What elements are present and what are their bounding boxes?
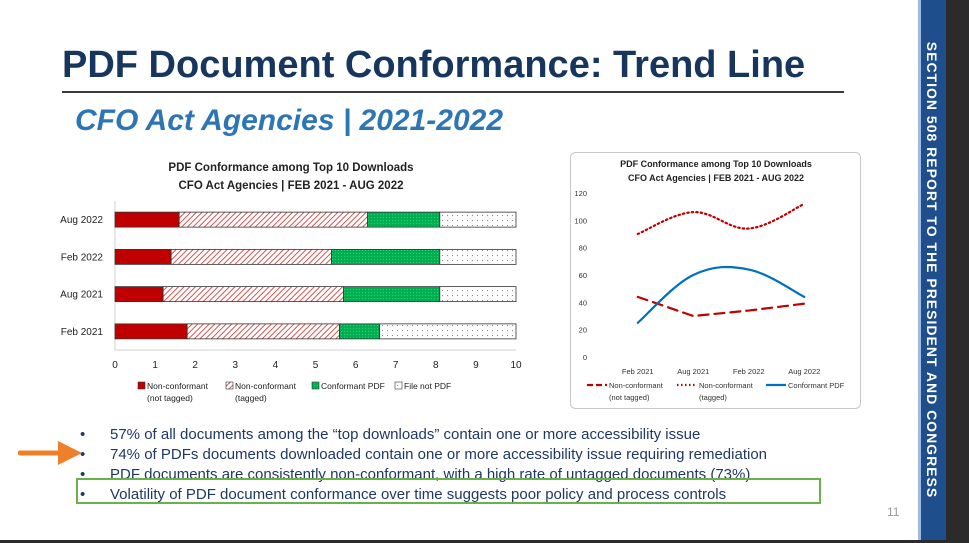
y-tick-label: 0 xyxy=(583,353,587,362)
bullet-text: 57% of all documents among the “top down… xyxy=(110,426,701,443)
x-tick-label: Feb 2021 xyxy=(622,367,654,376)
line-chart-title: PDF Conformance among Top 10 Downloads xyxy=(620,159,812,169)
bar-segment xyxy=(331,248,441,265)
bullet-dot: • xyxy=(80,446,86,463)
x-tick-label: 8 xyxy=(433,360,439,371)
x-tick-label: 0 xyxy=(112,360,118,371)
line-chart-plot: 0 20 40 60 80 100 120 Feb 2021 Aug 2021 Feb 2022 A… xyxy=(574,189,820,376)
bar-segment xyxy=(114,248,172,265)
legend-label: Conformant PDF xyxy=(321,381,385,391)
bar-chart: PDF Conformance among Top 10 Downloads C… xyxy=(60,162,522,403)
bar-segment xyxy=(339,323,381,340)
series-line xyxy=(636,202,806,236)
bullet-dot: • xyxy=(80,466,86,483)
y-tick-label: 60 xyxy=(579,271,587,280)
x-tick-label: 6 xyxy=(353,360,359,371)
bar-segment xyxy=(170,248,332,265)
bar-segment xyxy=(439,248,517,265)
y-category-label: Feb 2022 xyxy=(61,252,104,263)
series-line xyxy=(636,265,806,324)
legend-swatch xyxy=(225,381,234,390)
legend-label: (not tagged) xyxy=(147,393,193,403)
x-tick-label: 10 xyxy=(510,360,522,371)
line-chart-frame xyxy=(570,152,861,409)
bar-segment xyxy=(114,211,180,228)
sidebar-band xyxy=(918,0,946,540)
title-underline xyxy=(62,91,844,93)
slide-subtitle: CFO Act Agencies | 2021-2022 xyxy=(75,104,504,137)
legend-label: File not PDF xyxy=(404,381,451,391)
bullet-item: • Volatility of PDF document conformance … xyxy=(80,485,860,505)
orange-arrow-icon xyxy=(18,441,82,465)
x-tick-label: Aug 2022 xyxy=(788,367,820,376)
bar-chart-legend: Non-conformant (not tagged) Non-conformant… xyxy=(137,381,451,403)
x-tick-label: 2 xyxy=(192,360,198,371)
y-category-label: Aug 2021 xyxy=(60,290,103,301)
y-tick-label: 20 xyxy=(579,326,587,335)
bullet-item: • 57% of all documents among the “top dow… xyxy=(80,425,860,445)
bar-chart-plot: 0 1 2 3 4 5 6 7 8 9 10 Aug 2022 Feb 2022 Aug 2021 Feb … xyxy=(60,201,522,371)
x-tick-label: 5 xyxy=(313,360,319,371)
legend-label: (tagged) xyxy=(235,393,267,403)
legend-label: (tagged) xyxy=(699,393,727,402)
bar-chart-title: PDF Conformance among Top 10 Downloads xyxy=(168,162,413,174)
x-tick-label: 7 xyxy=(393,360,399,371)
y-category-label: Aug 2022 xyxy=(60,215,103,226)
series-line xyxy=(636,295,806,318)
highlight-box xyxy=(76,478,821,504)
legend-label: Conformant PDF xyxy=(788,381,845,390)
bar-segment xyxy=(439,211,517,228)
page-number: 11 xyxy=(887,505,900,519)
bar-segment xyxy=(114,286,164,303)
line-chart-subtitle: CFO Act Agencies | FEB 2021 - AUG 2022 xyxy=(628,173,804,183)
y-tick-label: 40 xyxy=(579,298,587,307)
bar-segment xyxy=(367,211,441,228)
bullet-item: • 74% of PDFs documents downloaded contai… xyxy=(80,445,860,465)
y-tick-label: 100 xyxy=(574,216,587,225)
legend-label: (not tagged) xyxy=(609,393,650,402)
sidebar-title: SECTION 508 REPORT TO THE PRESIDENT AND … xyxy=(924,41,940,499)
y-tick-label: 120 xyxy=(574,189,587,198)
bar-segment xyxy=(186,323,340,340)
legend-label: Non-conformant xyxy=(235,381,297,391)
legend-label: Non-conformant xyxy=(609,381,664,390)
bar-segment xyxy=(439,286,517,303)
slide: PDF Document Conformance: Trend Line CFO… xyxy=(0,0,945,540)
legend-swatch xyxy=(394,381,403,390)
x-tick-label: Aug 2021 xyxy=(677,367,709,376)
bar-segment xyxy=(379,323,517,340)
bar-segment xyxy=(178,211,369,228)
line-chart: PDF Conformance among Top 10 Downloads C… xyxy=(570,152,861,409)
sidebar-stripe xyxy=(918,0,921,540)
x-tick-label: 9 xyxy=(473,360,479,371)
legend-swatch xyxy=(311,381,320,390)
y-tick-label: 80 xyxy=(579,244,587,253)
x-tick-label: 1 xyxy=(152,360,158,371)
bullet-dot: • xyxy=(80,426,86,443)
bar-segment xyxy=(343,286,441,303)
y-category-label: Feb 2021 xyxy=(61,327,104,338)
bar-segment xyxy=(114,323,188,340)
x-tick-label: Feb 2022 xyxy=(733,367,765,376)
bullet-dot: • xyxy=(80,486,86,503)
legend-label: Non-conformant xyxy=(147,381,209,391)
bullet-text: Volatility of PDF document conformance o… xyxy=(110,486,727,503)
x-tick-label: 4 xyxy=(273,360,279,371)
legend-label: Non-conformant xyxy=(699,381,754,390)
bullet-text: 74% of PDFs documents downloaded contain… xyxy=(110,446,768,463)
line-chart-legend: Non-conformant (not tagged) Non-conformant… xyxy=(587,381,845,402)
bar-chart-subtitle: CFO Act Agencies | FEB 2021 - AUG 2022 xyxy=(179,180,404,192)
slide-title: PDF Document Conformance: Trend Line xyxy=(62,44,806,86)
x-tick-label: 3 xyxy=(233,360,239,371)
legend-swatch xyxy=(137,381,146,390)
bar-segment xyxy=(162,286,344,303)
